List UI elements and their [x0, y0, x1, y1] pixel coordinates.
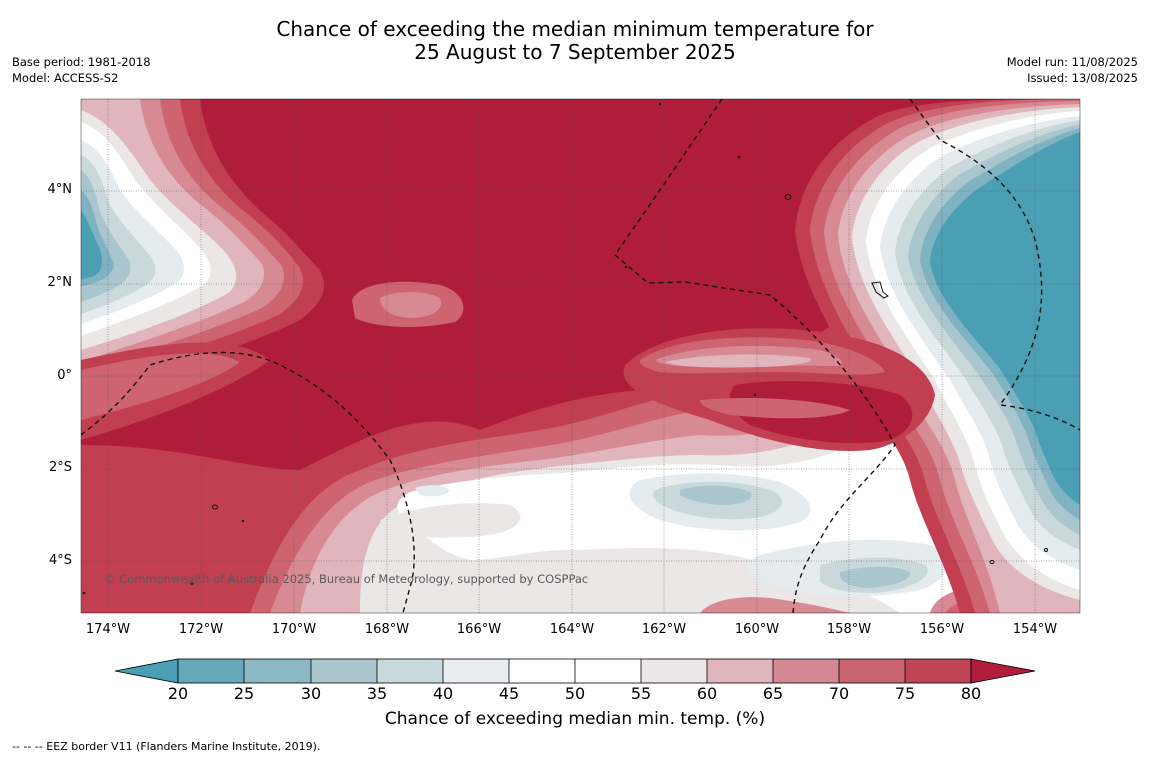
west-tongue-70	[81, 353, 240, 420]
colorbar-title: Chance of exceeding median min. temp. (%…	[384, 709, 766, 729]
map-field	[81, 99, 1080, 613]
colorbar-tick-25: 25	[233, 684, 255, 703]
model-name: Model: ACCESS-S2	[12, 71, 119, 85]
lon-label-174w: 174°W	[85, 622, 131, 637]
south-band-30b	[840, 566, 911, 588]
nw-band-20	[81, 210, 102, 279]
lon-label-164w: 164°W	[549, 622, 595, 637]
lat-label-4s: 4°S	[48, 553, 72, 568]
model-run: Model run: 11/08/2025	[1006, 55, 1138, 69]
colorbar-tick-20: 20	[167, 684, 189, 703]
lon-label-156w: 156°W	[919, 622, 965, 637]
colorbar-low-arrow	[114, 658, 179, 684]
south-band-40c	[415, 485, 450, 497]
issued-date: Issued: 13/08/2025	[1027, 71, 1138, 85]
colorbar-tick-55: 55	[630, 684, 652, 703]
lon-label-170w: 170°W	[271, 622, 317, 637]
graticule	[81, 99, 1080, 613]
colorbar-tick-80: 80	[960, 684, 982, 703]
colorbar-tick-60: 60	[696, 684, 718, 703]
colorbar-tick-65: 65	[762, 684, 784, 703]
eez-legend-note: -- -- -- EEZ border V11 (Flanders Marine…	[12, 740, 321, 753]
lat-label-2n: 2°N	[47, 275, 73, 290]
colorbar-high-arrow	[970, 658, 1036, 684]
colorbar-tick-40: 40	[432, 684, 454, 703]
ne-band-20	[930, 132, 1080, 505]
meta-right: Model run: 11/08/2025 Issued: 13/08/2025	[1007, 54, 1138, 86]
lon-label-154w: 154°W	[1012, 622, 1058, 637]
south-band-55c	[380, 503, 521, 538]
eez-borders	[81, 99, 1080, 613]
islands	[82, 102, 1048, 595]
lat-label-0: 0°	[57, 368, 72, 383]
lat-label-2s: 2°S	[48, 460, 72, 475]
colorbar-tick-70: 70	[828, 684, 850, 703]
lon-label-166w: 166°W	[456, 622, 502, 637]
lon-label-160w: 160°W	[734, 622, 780, 637]
pocket-65	[380, 292, 442, 318]
colorbar-tick-35: 35	[366, 684, 388, 703]
colorbar-tick-30: 30	[300, 684, 322, 703]
lon-label-168w: 168°W	[364, 622, 410, 637]
lat-label-4n: 4°N	[47, 182, 73, 197]
base-period: Base period: 1981-2018	[12, 55, 151, 69]
southcentral-warm-65	[700, 597, 850, 613]
lon-label-158w: 158°W	[826, 622, 872, 637]
lon-label-172w: 172°W	[178, 622, 224, 637]
colorbar-tick-50: 50	[564, 684, 586, 703]
lon-label-162w: 162°W	[641, 622, 687, 637]
colorbar-tick-45: 45	[498, 684, 520, 703]
south-band-30	[680, 485, 752, 505]
equator-lower-70	[700, 398, 850, 419]
map-frame	[80, 98, 1081, 614]
meta-left: Base period: 1981-2018 Model: ACCESS-S2	[12, 54, 151, 86]
equator-band-60	[665, 354, 811, 368]
colorbar	[114, 658, 1036, 684]
map-title: Chance of exceeding the median minimum t…	[0, 18, 1150, 64]
map-title-line2: 25 August to 7 September 2025	[414, 40, 736, 64]
colorbar-tick-75: 75	[894, 684, 916, 703]
copyright-notice: © Commonwealth of Australia 2025, Bureau…	[104, 572, 589, 586]
map-title-line1: Chance of exceeding the median minimum t…	[276, 17, 874, 41]
